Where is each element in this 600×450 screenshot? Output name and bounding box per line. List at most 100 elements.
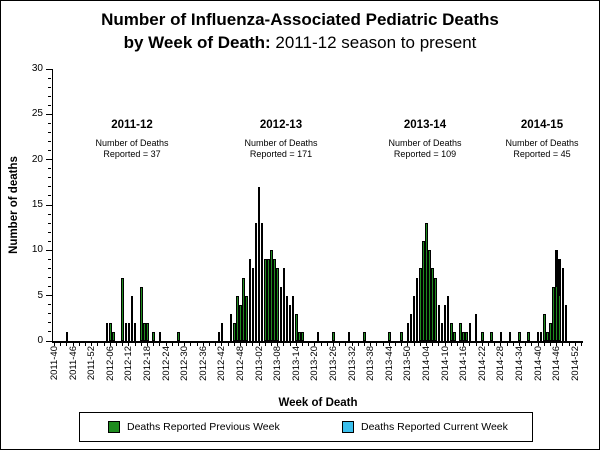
y-tick (46, 204, 52, 206)
x-tick (531, 342, 533, 346)
y-tick (48, 122, 51, 124)
y-tick (48, 168, 51, 170)
x-tick (432, 342, 434, 346)
x-tick (463, 342, 465, 346)
x-tick-label-2014-04: 2014-04 (420, 346, 432, 381)
bar-week-2014-02 (418, 268, 422, 341)
x-tick (302, 342, 303, 346)
bar-week-2012-28 (177, 331, 180, 341)
x-tick (283, 342, 285, 346)
y-tick-label: 15 (31, 199, 43, 210)
bar-week-2014-09 (440, 322, 444, 341)
x-tick (66, 342, 68, 346)
legend-item-current-week: Deaths Reported Current Week (342, 421, 508, 433)
x-tick-label-2012-12: 2012-12 (123, 346, 135, 381)
x-tick (475, 342, 477, 346)
x-tick (339, 342, 341, 346)
bar-week-2014-25 (490, 331, 493, 341)
season-annotation-2011-12: 2011-12 Number of Deaths Reported = 37 (57, 119, 207, 160)
x-tick-label-2011-46: 2011-46 (67, 346, 79, 381)
x-tick (580, 342, 582, 346)
x-tick (506, 342, 508, 346)
bar-week-2012-22 (158, 331, 162, 341)
bar-week-2014-20 (474, 313, 478, 341)
x-tick (209, 342, 211, 346)
x-tick (481, 342, 483, 346)
bar-week-2014-42 (542, 313, 546, 341)
x-tick (227, 342, 229, 346)
x-tick (394, 342, 396, 346)
y-tick-label: 30 (31, 63, 43, 74)
bar-week-2014-28 (499, 331, 503, 341)
season-deaths-note-line2: Reported = 171 (249, 149, 313, 159)
bar-week-2012-14 (133, 322, 137, 341)
x-tick (128, 342, 130, 346)
x-tick (271, 342, 272, 346)
x-tick (370, 342, 372, 346)
x-tick-label-2013-14: 2013-14 (290, 346, 302, 381)
bar-week-2014-18 (468, 322, 472, 341)
bar-week-2014-07 (434, 277, 438, 341)
bar-week-2013-06 (270, 250, 273, 341)
y-tick-label: 25 (31, 108, 43, 120)
x-tick-label-2012-30: 2012-30 (179, 346, 191, 381)
x-tick-label-2012-06: 2012-06 (104, 346, 116, 381)
bar-week-2014-49 (564, 304, 568, 342)
x-tick-label-2014-16: 2014-16 (458, 346, 470, 381)
bar-week-2014-11 (446, 295, 450, 341)
season-deaths-note-line1: Number of Deaths (388, 138, 462, 148)
bar-week-2012-06 (109, 322, 112, 341)
x-tick (103, 342, 105, 346)
legend-label-previous-week: Deaths Reported Previous Week (127, 421, 280, 433)
x-tick-label-2014-52: 2014-52 (569, 346, 581, 381)
x-tick-label-2012-36: 2012-36 (197, 346, 209, 381)
bar-week-2014-44 (549, 322, 552, 341)
bar-week-2013-51 (409, 313, 413, 341)
x-tick (494, 342, 496, 346)
bar-week-2012-49 (242, 277, 245, 341)
bar-week-2013-02 (257, 186, 261, 341)
x-tick (401, 342, 403, 346)
season-label: 2011-12 (111, 119, 153, 131)
bar-week-2014-01 (415, 277, 419, 341)
season-label: 2014-15 (520, 119, 564, 131)
bar-week-2013-11 (285, 295, 289, 341)
x-axis-line (51, 341, 583, 343)
x-tick (264, 342, 266, 346)
bar-week-2012-05 (105, 322, 109, 341)
bar-week-2014-22 (480, 331, 484, 341)
bar-week-2013-05 (267, 259, 270, 341)
x-tick-label-2013-32: 2013-32 (346, 346, 358, 381)
bar-week-2012-51 (248, 259, 252, 341)
bar-week-2012-46 (233, 322, 236, 341)
x-tick-label-2013-50: 2013-50 (402, 346, 414, 381)
x-tick-label-2013-08: 2013-08 (272, 346, 284, 381)
bar-current-week-segment (564, 304, 567, 342)
bar-week-2013-48 (400, 331, 403, 341)
x-tick-label-2013-02: 2013-02 (253, 346, 265, 381)
legend-label-current-week: Deaths Reported Current Week (361, 421, 508, 433)
bar-week-2013-44 (387, 331, 391, 341)
season-label: 2013-14 (403, 119, 447, 131)
bar-week-2013-15 (298, 331, 301, 341)
bar-week-2013-03 (260, 223, 264, 341)
y-tick (48, 77, 51, 79)
y-tick (48, 231, 51, 233)
bar-week-2012-47 (236, 295, 239, 341)
bar-week-2013-07 (273, 259, 276, 341)
y-tick (48, 213, 51, 215)
x-tick (438, 342, 440, 346)
legend-box: Deaths Reported Previous Week Deaths Rep… (79, 412, 533, 442)
x-tick (518, 342, 520, 346)
x-tick (134, 342, 136, 346)
y-tick (46, 295, 52, 297)
x-tick (289, 342, 291, 346)
bar-week-2013-31 (347, 331, 351, 341)
bar-current-week-segment (558, 259, 561, 296)
bar-week-2013-12 (288, 304, 292, 341)
y-tick (46, 68, 52, 70)
bar-week-2014-08 (437, 304, 441, 341)
x-tick (246, 342, 248, 346)
x-tick (147, 342, 149, 346)
bar-week-2014-48 (561, 268, 565, 341)
